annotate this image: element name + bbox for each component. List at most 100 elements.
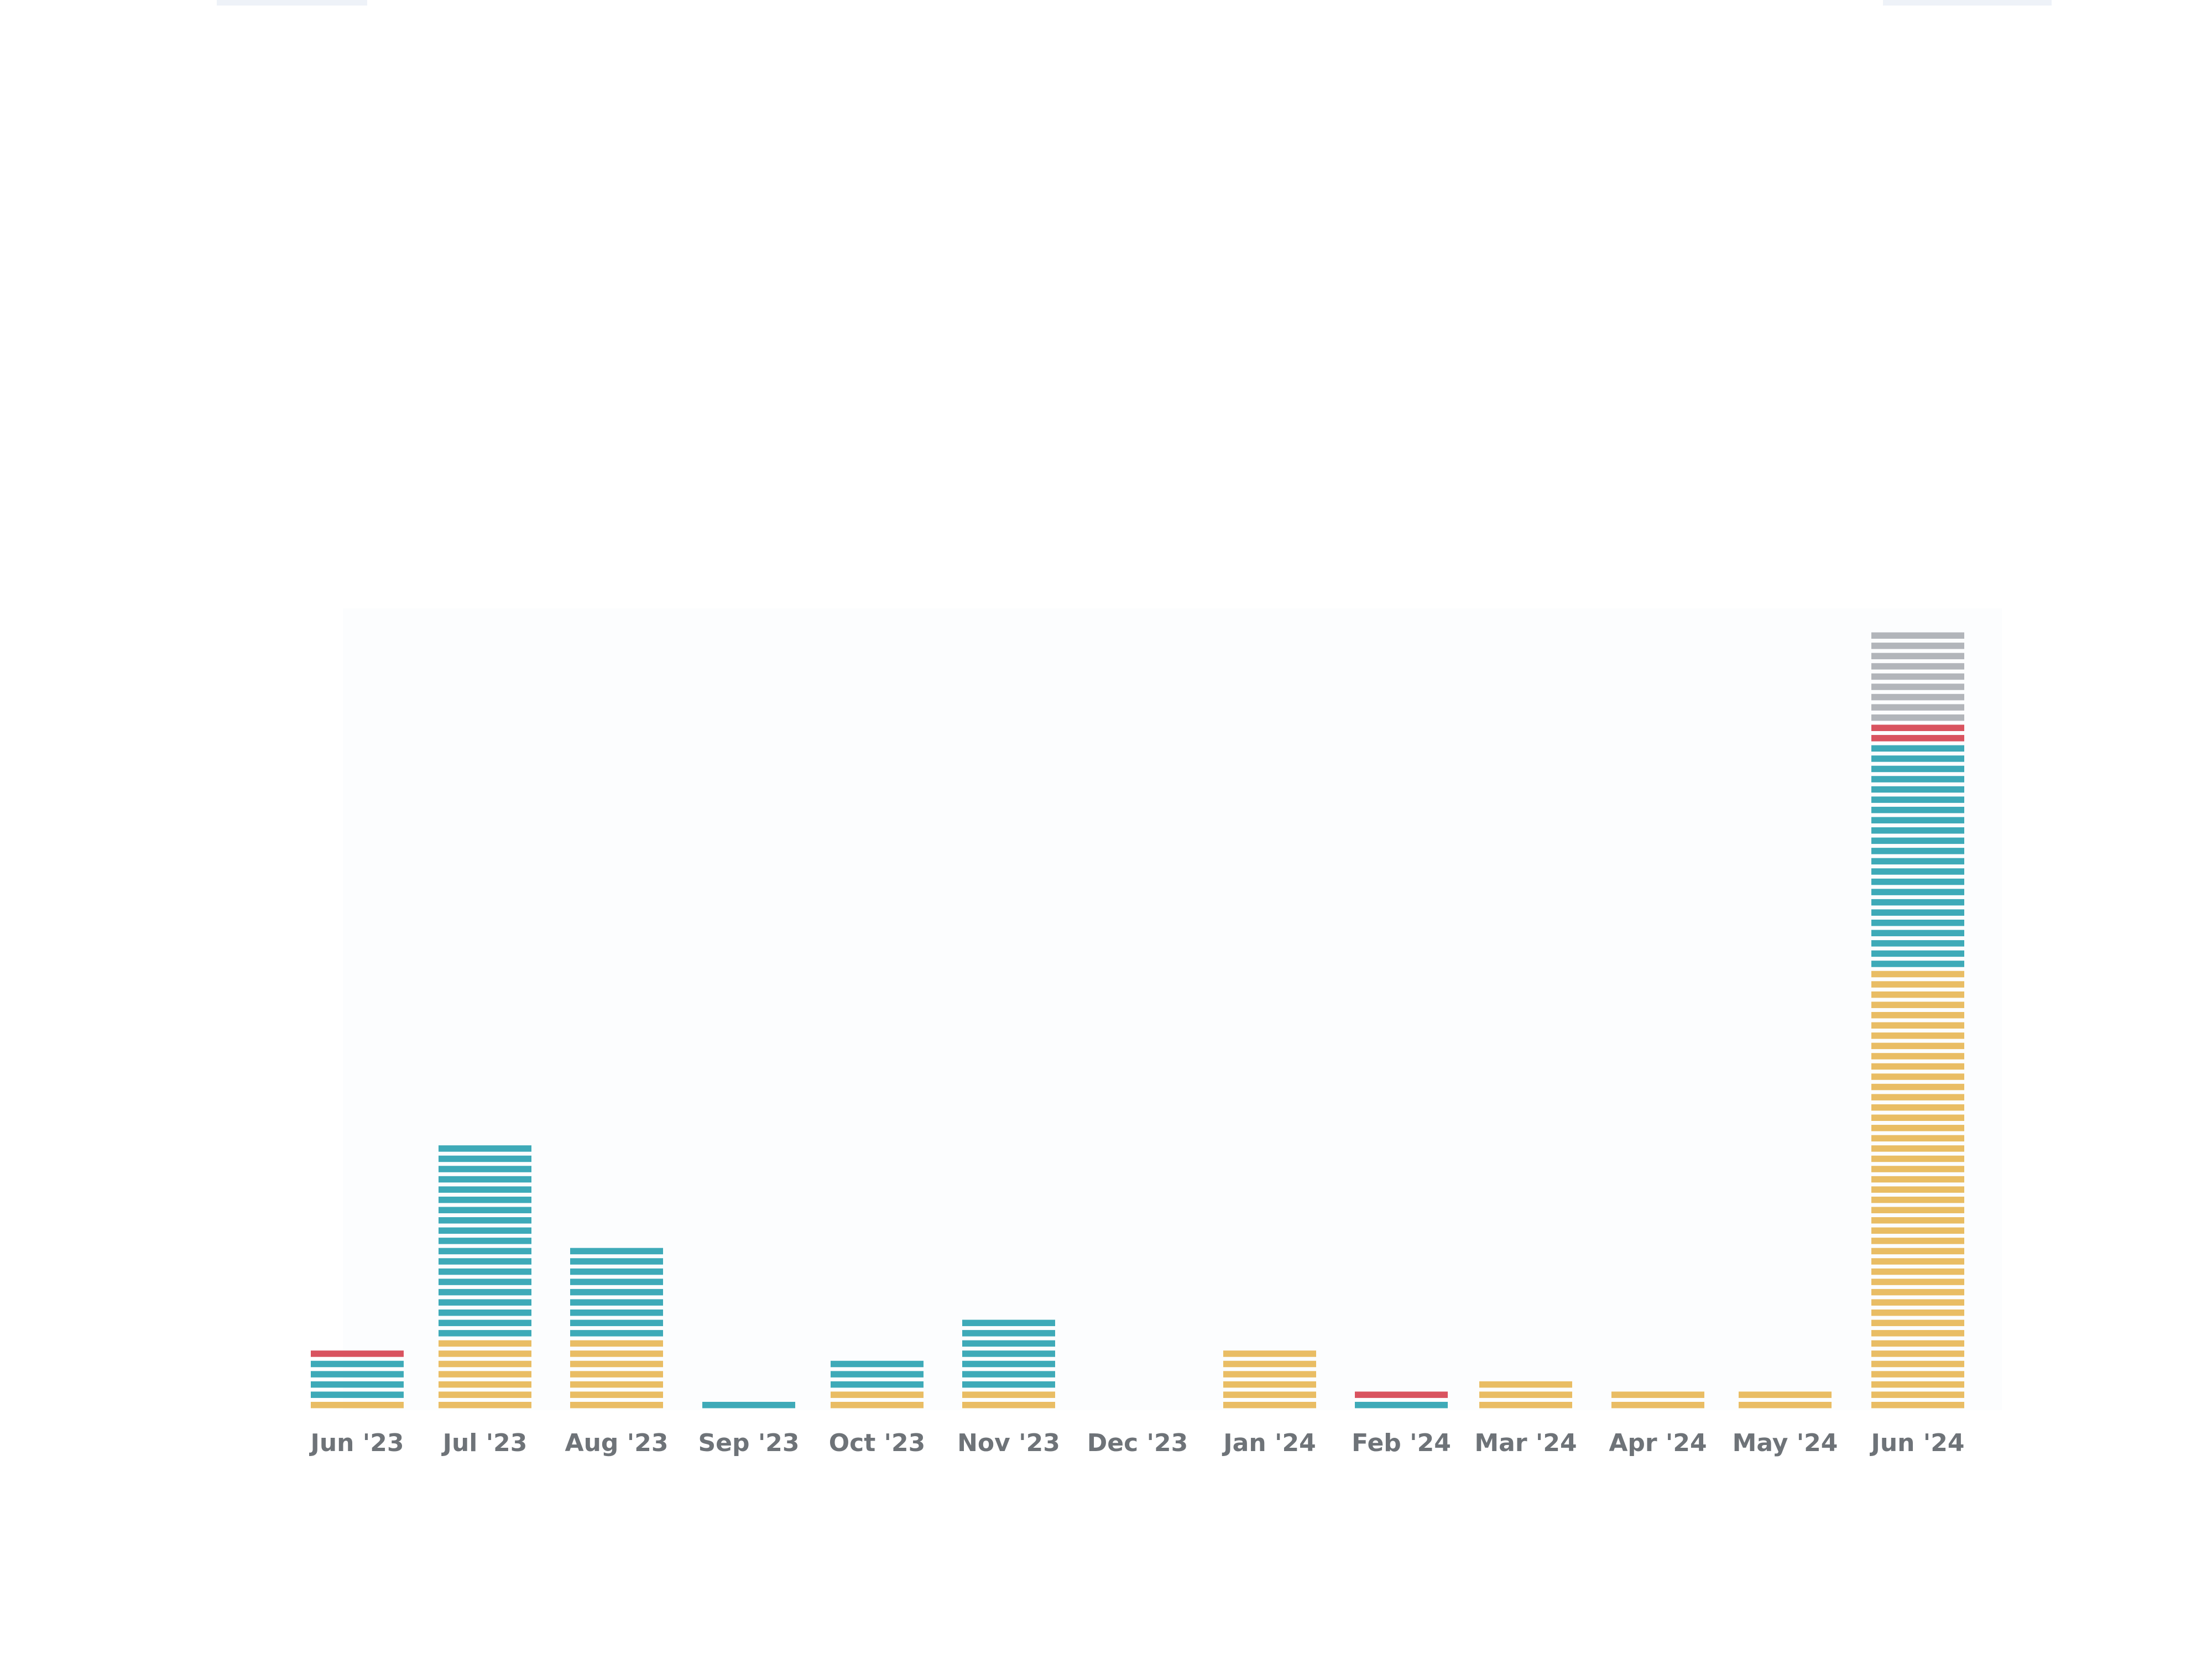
bar-block[interactable] — [962, 1371, 1055, 1378]
bar-block[interactable] — [1871, 1022, 1964, 1029]
bar-block[interactable] — [1871, 1196, 1964, 1203]
bar-block[interactable] — [962, 1340, 1055, 1347]
bar-block[interactable] — [1871, 1371, 1964, 1378]
bar-block[interactable] — [831, 1371, 924, 1378]
bar-block[interactable] — [439, 1340, 531, 1347]
bar-block[interactable] — [1871, 837, 1964, 844]
bar-block[interactable] — [1871, 1381, 1964, 1388]
bar-block[interactable] — [1871, 755, 1964, 762]
bar-block[interactable] — [1871, 1104, 1964, 1111]
bar-block[interactable] — [1871, 1207, 1964, 1213]
bar-block[interactable] — [570, 1299, 663, 1306]
bar-block[interactable] — [570, 1268, 663, 1275]
bar-block[interactable] — [1871, 1330, 1964, 1337]
bar-block[interactable] — [962, 1350, 1055, 1357]
bar-block[interactable] — [1871, 909, 1964, 916]
bar-block[interactable] — [1871, 1073, 1964, 1080]
bar-block[interactable] — [962, 1381, 1055, 1388]
bar-block[interactable] — [439, 1238, 531, 1244]
bar-block[interactable] — [439, 1227, 531, 1234]
bar-block[interactable] — [439, 1248, 531, 1255]
bar-block[interactable] — [831, 1401, 924, 1408]
bar-block[interactable] — [1355, 1391, 1448, 1398]
bar-block[interactable] — [1871, 919, 1964, 926]
bar-block[interactable] — [1871, 1350, 1964, 1357]
bar-block[interactable] — [1871, 693, 1964, 701]
bar-block[interactable] — [1871, 1145, 1964, 1152]
bar-block[interactable] — [439, 1207, 531, 1213]
bar-block[interactable] — [439, 1330, 531, 1337]
bar-block[interactable] — [1871, 1319, 1964, 1327]
bar-block[interactable] — [1479, 1401, 1572, 1408]
bar-block[interactable] — [439, 1309, 531, 1316]
bar-block[interactable] — [439, 1381, 531, 1388]
bar-block[interactable] — [1871, 827, 1964, 834]
bar-block[interactable] — [1479, 1391, 1572, 1398]
bar-block[interactable] — [439, 1350, 531, 1357]
bar-block[interactable] — [1871, 1288, 1964, 1296]
bar-block[interactable] — [962, 1360, 1055, 1368]
bar-block[interactable] — [570, 1371, 663, 1378]
bar-block[interactable] — [439, 1176, 531, 1183]
bar-block[interactable] — [831, 1381, 924, 1388]
bar-block[interactable] — [311, 1371, 404, 1378]
bar-block[interactable] — [311, 1381, 404, 1388]
bar-block[interactable] — [439, 1145, 531, 1152]
bar-block[interactable] — [1871, 1011, 1964, 1019]
bar-block[interactable] — [1223, 1401, 1316, 1408]
bar-block[interactable] — [439, 1196, 531, 1203]
bar-block[interactable] — [570, 1381, 663, 1388]
bar-block[interactable] — [1871, 653, 1964, 660]
bar-block[interactable] — [1871, 1217, 1964, 1224]
bar-block[interactable] — [311, 1401, 404, 1408]
bar-block[interactable] — [962, 1401, 1055, 1408]
bar-block[interactable] — [1871, 858, 1964, 865]
bar-block[interactable] — [1871, 786, 1964, 793]
bar-block[interactable] — [570, 1401, 663, 1408]
bar-block[interactable] — [570, 1391, 663, 1398]
bar-block[interactable] — [1871, 796, 1964, 803]
bar-block[interactable] — [1871, 745, 1964, 752]
bar-block[interactable] — [439, 1279, 531, 1285]
bar-block[interactable] — [1871, 1299, 1964, 1306]
bar-block[interactable] — [1871, 848, 1964, 854]
bar-block[interactable] — [1871, 868, 1964, 875]
bar-block[interactable] — [1871, 1032, 1964, 1039]
bar-block[interactable] — [311, 1350, 404, 1357]
bar-block[interactable] — [1611, 1391, 1704, 1398]
bar-block[interactable] — [1871, 1309, 1964, 1316]
bar-block[interactable] — [1871, 1083, 1964, 1091]
bar-block[interactable] — [1871, 684, 1964, 690]
bar-block[interactable] — [570, 1319, 663, 1327]
bar-block[interactable] — [962, 1391, 1055, 1398]
bar-block[interactable] — [1871, 663, 1964, 670]
bar-block[interactable] — [439, 1186, 531, 1193]
bar-block[interactable] — [1871, 1094, 1964, 1100]
bar-block[interactable] — [439, 1360, 531, 1368]
bar-block[interactable] — [1871, 878, 1964, 885]
bar-block[interactable] — [1871, 724, 1964, 732]
bar-block[interactable] — [1871, 1340, 1964, 1347]
bar-block[interactable] — [962, 1330, 1055, 1337]
bar-block[interactable] — [439, 1401, 531, 1408]
bar-block[interactable] — [1871, 940, 1964, 947]
bar-block[interactable] — [311, 1360, 404, 1368]
bar-block[interactable] — [1871, 971, 1964, 978]
bar-block[interactable] — [1871, 1135, 1964, 1142]
bar-block[interactable] — [1871, 1155, 1964, 1162]
bar-block[interactable] — [1871, 950, 1964, 957]
bar-block[interactable] — [1871, 961, 1964, 967]
bar-block[interactable] — [1871, 673, 1964, 680]
bar-block[interactable] — [1739, 1391, 1832, 1398]
top-tab-right[interactable] — [1883, 0, 2052, 6]
bar-block[interactable] — [1479, 1381, 1572, 1388]
bar-block[interactable] — [1871, 765, 1964, 773]
bar-block[interactable] — [570, 1288, 663, 1296]
bar-block[interactable] — [439, 1391, 531, 1398]
bar-block[interactable] — [962, 1319, 1055, 1327]
bar-block[interactable] — [1871, 643, 1964, 649]
bar-block[interactable] — [311, 1391, 404, 1398]
bar-block[interactable] — [1871, 1186, 1964, 1193]
bar-block[interactable] — [439, 1166, 531, 1172]
bar-block[interactable] — [1871, 1063, 1964, 1070]
